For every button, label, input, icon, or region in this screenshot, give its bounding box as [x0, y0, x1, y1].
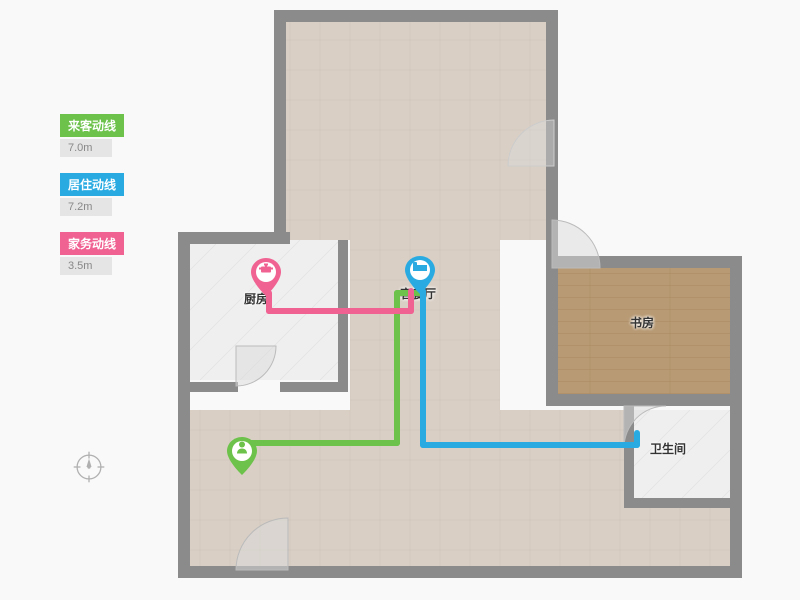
path-living-seg [420, 442, 640, 448]
path-living-seg [420, 288, 426, 448]
room-label-study: 书房 [630, 314, 654, 331]
legend-item-guest: 来客动线 7.0m [60, 114, 124, 157]
path-chore-seg [266, 308, 414, 314]
legend-value: 3.5m [60, 257, 112, 275]
person-icon [235, 441, 249, 458]
marker-living [405, 256, 435, 294]
legend: 来客动线 7.0m 居住动线 7.2m 家务动线 3.5m [60, 114, 124, 291]
marker-guest [227, 437, 257, 475]
path-guest-seg [242, 440, 400, 446]
bed-icon [413, 261, 427, 275]
room-label-bath: 卫生间 [650, 440, 686, 457]
legend-label: 来客动线 [60, 114, 124, 137]
legend-label: 居住动线 [60, 173, 124, 196]
compass-icon [72, 450, 106, 484]
legend-item-chore: 家务动线 3.5m [60, 232, 124, 275]
floorplan: 厨房 客餐厅 书房 卫生间 [170, 10, 770, 580]
path-living-seg [634, 430, 640, 448]
legend-label: 家务动线 [60, 232, 124, 255]
pot-icon [259, 263, 273, 278]
legend-value: 7.0m [60, 139, 112, 157]
marker-chore [251, 258, 281, 296]
legend-item-living: 居住动线 7.2m [60, 173, 124, 216]
legend-value: 7.2m [60, 198, 112, 216]
